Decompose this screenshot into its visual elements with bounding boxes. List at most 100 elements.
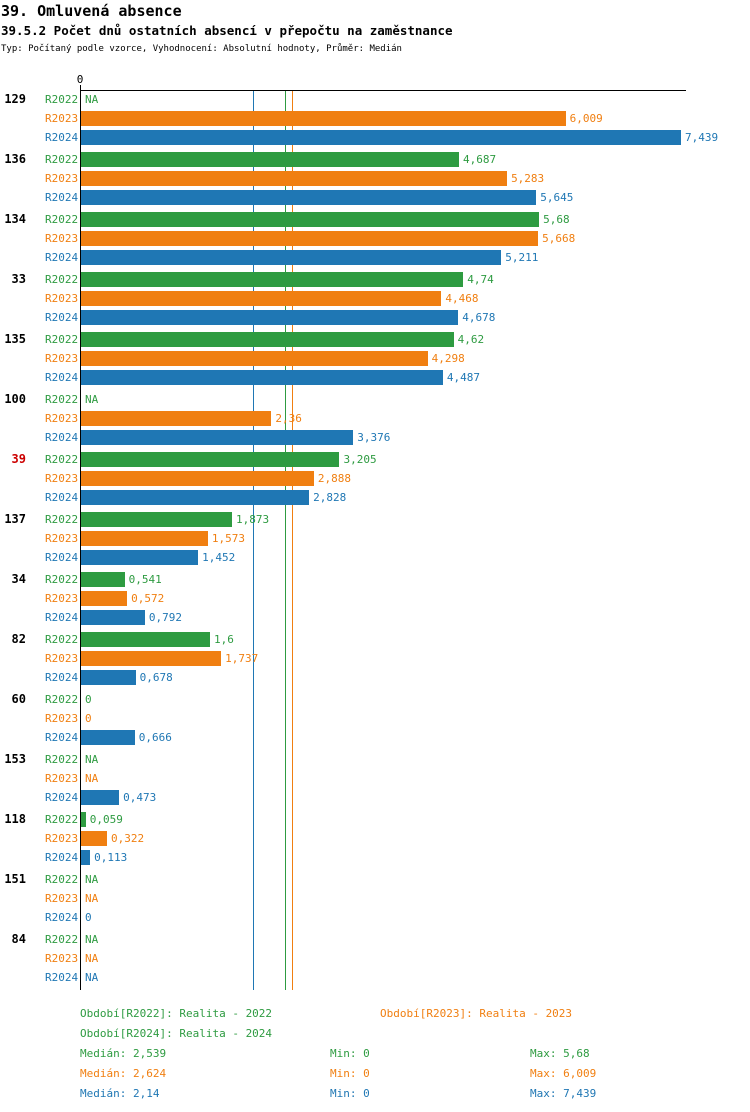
bar-r2024 [81, 250, 502, 265]
chart-title: 39.5.2 Počet dnů ostatních absencí v pře… [1, 23, 453, 38]
bar-value-label: NA [85, 772, 99, 785]
group-id-label: 134 [4, 212, 26, 226]
bar-r2023 [81, 411, 272, 426]
group-id-label: 129 [4, 92, 26, 106]
bar-value-label: 4,678 [462, 311, 496, 324]
bar-r2023 [81, 291, 442, 306]
series-label-r2023: R2023 [45, 772, 79, 785]
series-label-r2023: R2023 [45, 292, 79, 305]
bar-value-label: NA [85, 873, 99, 886]
group-id-label: 135 [4, 332, 26, 346]
series-label-r2022: R2022 [45, 93, 79, 106]
series-label-r2023: R2023 [45, 832, 79, 845]
bar-value-label: 0 [85, 911, 92, 924]
bar-value-label: 7,439 [684, 131, 719, 144]
bar-r2024 [81, 130, 681, 145]
bar-value-label: 4,62 [457, 333, 485, 346]
bar-value-label: 0,666 [138, 731, 172, 744]
series-label-r2024: R2024 [45, 911, 79, 924]
series-label-r2024: R2024 [45, 611, 79, 624]
bar-value-label: 6,009 [569, 112, 603, 125]
series-label-r2023: R2023 [45, 592, 79, 605]
stat-max-r2022: Max: 5,68 [530, 1047, 590, 1060]
group-id-label: 151 [4, 872, 26, 886]
group-id-label: 82 [11, 632, 26, 646]
bar-r2024 [81, 790, 120, 805]
median-line-r2024 [252, 91, 254, 990]
bar-value-label: 0,322 [110, 832, 145, 845]
page-title: 39. Omluvená absence [1, 2, 182, 20]
bar-value-label: 0,059 [89, 813, 123, 826]
bar-r2024 [81, 730, 135, 745]
median-line-r2023 [291, 91, 293, 990]
bar-value-label: 1,6 [214, 633, 234, 646]
bar-r2023 [81, 111, 566, 126]
series-label-r2023: R2023 [45, 412, 79, 425]
series-label-r2022: R2022 [45, 873, 79, 886]
series-label-r2024: R2024 [45, 311, 79, 324]
bar-value-label: 5,68 [543, 213, 570, 226]
series-label-r2022: R2022 [45, 273, 79, 286]
series-label-r2022: R2022 [45, 633, 79, 646]
series-label-r2024: R2024 [45, 971, 79, 984]
bar-r2022 [81, 452, 340, 467]
bar-value-label: NA [85, 892, 99, 905]
series-label-r2023: R2023 [45, 952, 79, 965]
group-id-label: 60 [11, 692, 26, 706]
bar-value-label: 1,573 [211, 532, 245, 545]
series-label-r2022: R2022 [45, 213, 79, 226]
bar-r2023 [81, 351, 428, 366]
bar-value-label: 0 [85, 693, 92, 706]
bar-r2024 [81, 310, 459, 325]
bar-value-label: 0,541 [128, 573, 162, 586]
series-label-r2024: R2024 [45, 491, 79, 504]
bar-r2023 [81, 591, 128, 606]
series-label-r2024: R2024 [45, 371, 79, 384]
series-label-r2023: R2023 [45, 112, 79, 125]
series-label-r2024: R2024 [45, 551, 79, 564]
series-label-r2024: R2024 [45, 191, 79, 204]
bar-value-label: 4,468 [445, 292, 479, 305]
bar-r2022 [81, 812, 86, 827]
group-id-label: 136 [4, 152, 26, 166]
bar-r2022 [81, 512, 233, 527]
group-id-label: 34 [11, 572, 26, 586]
series-label-r2023: R2023 [45, 352, 79, 365]
bar-value-label: NA [85, 753, 99, 766]
series-label-r2024: R2024 [45, 431, 79, 444]
bar-value-label: 0,792 [148, 611, 182, 624]
series-label-r2023: R2023 [45, 472, 79, 485]
series-label-r2022: R2022 [45, 393, 79, 406]
bar-r2024 [81, 610, 145, 625]
bar-value-label: 4,687 [463, 153, 497, 166]
bar-r2022 [81, 332, 454, 347]
series-label-r2024: R2024 [45, 791, 79, 804]
bar-value-label: 2,888 [317, 472, 352, 485]
bar-r2022 [81, 212, 540, 227]
bar-r2022 [81, 272, 464, 287]
bar-r2024 [81, 370, 443, 385]
stat-max-r2023: Max: 6,009 [530, 1067, 597, 1080]
series-label-r2022: R2022 [45, 753, 79, 766]
group-id-label: 100 [4, 392, 26, 406]
group-id-label: 137 [4, 512, 26, 526]
bar-r2022 [81, 632, 211, 647]
series-label-r2023: R2023 [45, 232, 79, 245]
bar-r2023 [81, 651, 222, 666]
bar-value-label: 4,74 [467, 273, 494, 286]
series-label-r2024: R2024 [45, 731, 79, 744]
series-label-r2022: R2022 [45, 333, 79, 346]
legend-item-r2022: Období[R2022]: Realita - 2022 [80, 1007, 273, 1020]
stat-min-r2022: Min: 0 [330, 1047, 370, 1060]
bar-value-label: 0,572 [131, 592, 165, 605]
series-label-r2023: R2023 [45, 892, 79, 905]
group-id-label: 33 [11, 272, 26, 286]
bar-value-label: 1,873 [236, 513, 270, 526]
bar-value-label: 0,473 [123, 791, 157, 804]
bar-r2023 [81, 531, 208, 546]
series-label-r2023: R2023 [45, 172, 79, 185]
bar-r2023 [81, 171, 508, 186]
series-label-r2022: R2022 [45, 693, 79, 706]
bar-r2024 [81, 190, 537, 205]
legend-item-r2024: Období[R2024]: Realita - 2024 [80, 1027, 273, 1040]
